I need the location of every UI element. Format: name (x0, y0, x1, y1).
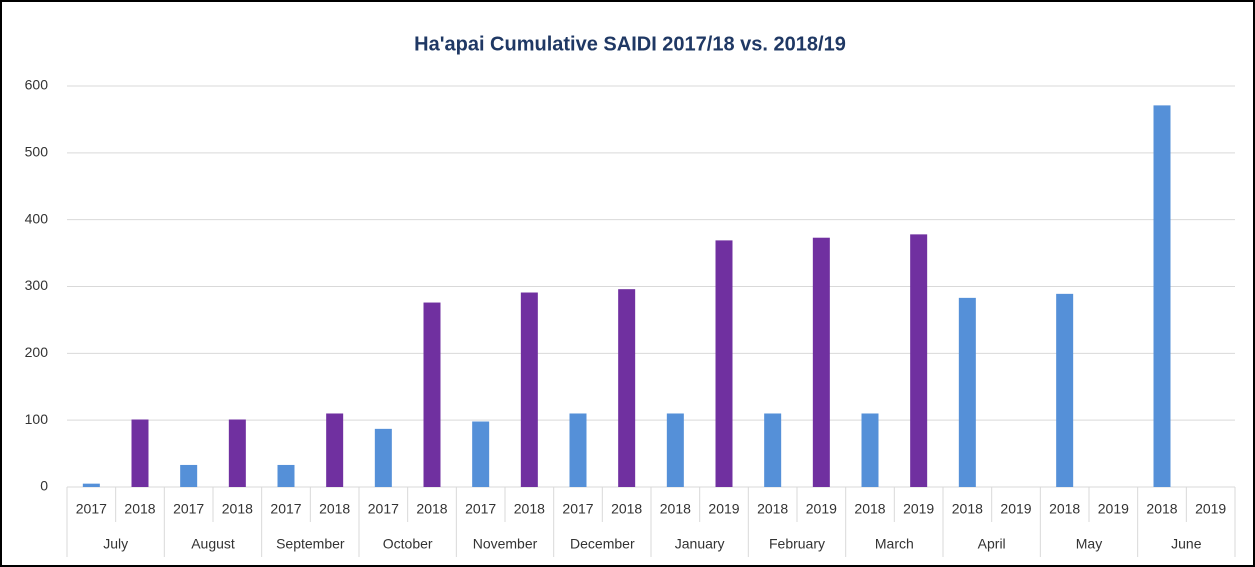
x-subcategory-label: 2017 (562, 501, 593, 517)
x-subcategory-label: 2019 (806, 501, 837, 517)
bar (910, 234, 928, 487)
bar (1153, 105, 1171, 488)
x-subcategory-label: 2017 (368, 501, 399, 517)
bar (958, 297, 976, 487)
y-tick-label: 600 (25, 77, 49, 93)
bar (472, 421, 490, 487)
x-subcategory-label: 2018 (1049, 501, 1080, 517)
x-category-label: May (1076, 536, 1102, 552)
bar (131, 419, 149, 487)
x-category-label: February (769, 536, 825, 552)
bar (569, 413, 587, 487)
x-subcategory-label: 2019 (1098, 501, 1129, 517)
x-subcategory-label: 2018 (757, 501, 788, 517)
x-subcategory-label: 2018 (319, 501, 350, 517)
bar (715, 240, 733, 487)
bar (423, 302, 441, 487)
bar (326, 413, 344, 487)
x-subcategory-label: 2019 (1000, 501, 1031, 517)
bar (374, 428, 392, 487)
x-subcategory-label: 2018 (952, 501, 983, 517)
x-subcategory-label: 2019 (1195, 501, 1226, 517)
bar (277, 464, 295, 487)
x-category-label: January (675, 536, 725, 552)
x-subcategory-label: 2019 (708, 501, 739, 517)
y-tick-label: 0 (40, 478, 48, 494)
x-subcategory-label: 2017 (76, 501, 107, 517)
x-subcategory-label: 2018 (124, 501, 155, 517)
x-category-label: July (103, 536, 128, 552)
bar (861, 413, 879, 487)
x-category-label: October (383, 536, 433, 552)
x-subcategory-label: 2019 (903, 501, 934, 517)
x-category-label: April (978, 536, 1006, 552)
chart-title: Ha'apai Cumulative SAIDI 2017/18 vs. 201… (414, 33, 846, 55)
bar (228, 419, 246, 487)
x-subcategory-label: 2018 (416, 501, 447, 517)
x-subcategory-label: 2018 (222, 501, 253, 517)
x-subcategory-label: 2018 (1146, 501, 1177, 517)
x-subcategory-label: 2018 (854, 501, 885, 517)
bar (666, 413, 684, 487)
x-subcategory-label: 2018 (611, 501, 642, 517)
y-tick-label: 500 (25, 144, 49, 160)
bar (82, 483, 100, 487)
x-category-label: June (1171, 536, 1202, 552)
x-subcategory-label: 2018 (514, 501, 545, 517)
y-tick-label: 200 (25, 344, 49, 360)
bar (1056, 293, 1074, 487)
x-subcategory-label: 2017 (270, 501, 301, 517)
bar (180, 464, 198, 487)
bar (812, 237, 830, 487)
x-subcategory-label: 2017 (465, 501, 496, 517)
y-tick-label: 300 (25, 277, 49, 293)
x-category-label: December (570, 536, 635, 552)
x-category-label: August (191, 536, 235, 552)
y-tick-label: 100 (25, 411, 49, 427)
bar (520, 292, 538, 487)
x-category-label: March (875, 536, 914, 552)
x-subcategory-label: 2017 (173, 501, 204, 517)
bar (618, 289, 636, 487)
y-tick-label: 400 (25, 210, 49, 226)
x-category-label: September (276, 536, 345, 552)
bar (764, 413, 782, 487)
x-subcategory-label: 2018 (660, 501, 691, 517)
x-category-label: November (473, 536, 538, 552)
